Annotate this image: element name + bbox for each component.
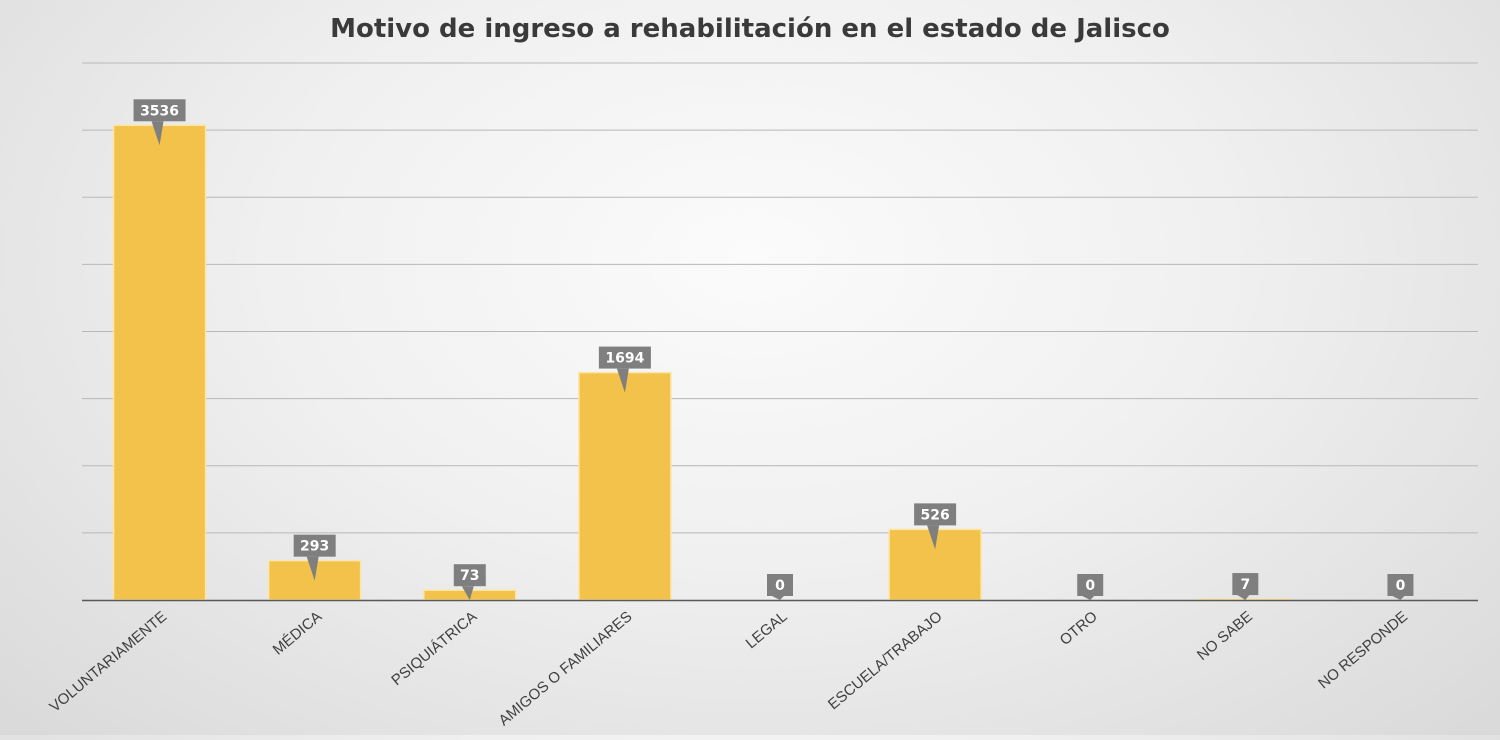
data-label-text: 73 xyxy=(460,568,479,584)
data-label-pointer xyxy=(151,121,164,146)
bars xyxy=(112,124,1293,601)
data-label: 0 xyxy=(1387,574,1414,600)
data-label-box xyxy=(1387,574,1414,596)
data-label-pointer xyxy=(1237,595,1250,600)
data-label: 526 xyxy=(914,503,957,550)
gridlines xyxy=(82,62,1478,534)
category-label: NO RESPONDE xyxy=(1315,608,1411,692)
data-label-text: 293 xyxy=(300,539,329,555)
data-label-box xyxy=(914,503,957,526)
data-label-box xyxy=(293,534,336,557)
data-label-box xyxy=(767,574,793,596)
category-label: ESCUELA/TRABAJO xyxy=(825,608,946,713)
data-label-pointer xyxy=(772,596,784,600)
bar xyxy=(578,371,672,601)
chart-title: Motivo de ingreso a rehabilitación en el… xyxy=(330,14,1170,44)
category-labels: VOLUNTARIAMENTE MÉDICA PSIQUIÁTRICA AMIGOS … xyxy=(46,608,1411,729)
category-label: LEGAL xyxy=(743,608,791,652)
data-label-text: 1694 xyxy=(605,351,644,367)
data-label: 0 xyxy=(767,574,793,600)
data-label-pointer xyxy=(1082,596,1095,600)
data-label-text: 0 xyxy=(1396,578,1406,594)
data-label-text: 7 xyxy=(1240,577,1250,593)
data-labels: 3536 293 73 1694 0 526 0 7 0 xyxy=(133,99,1414,600)
data-label: 293 xyxy=(293,534,336,581)
category-label: NO SABE xyxy=(1194,608,1256,664)
category-label: OTRO xyxy=(1057,608,1101,649)
data-label-box xyxy=(1077,574,1104,596)
data-label: 3536 xyxy=(133,99,186,146)
category-label: VOLUNTARIAMENTE xyxy=(46,608,170,716)
bar xyxy=(112,124,207,601)
data-label: 7 xyxy=(1232,573,1259,600)
data-label-box xyxy=(598,346,651,369)
category-label: AMIGOS O FAMILIARES xyxy=(496,608,636,729)
data-label-text: 0 xyxy=(775,578,785,594)
data-label-pointer xyxy=(461,586,474,600)
data-label-box xyxy=(133,99,186,122)
data-label-pointer xyxy=(616,368,629,393)
data-label-text: 526 xyxy=(920,507,949,523)
data-label-pointer xyxy=(1392,596,1405,600)
category-label: PSIQUIÁTRICA xyxy=(388,608,480,689)
data-label-pointer xyxy=(927,525,940,550)
data-label-text: 3536 xyxy=(140,103,179,119)
data-label: 73 xyxy=(453,564,486,600)
data-label-box xyxy=(453,564,486,587)
data-label: 0 xyxy=(1077,574,1104,600)
data-label-pointer xyxy=(306,556,319,581)
data-label-box xyxy=(1232,573,1259,596)
category-label: MÉDICA xyxy=(270,608,326,659)
data-label-text: 0 xyxy=(1085,578,1095,594)
data-label: 1694 xyxy=(598,346,651,393)
